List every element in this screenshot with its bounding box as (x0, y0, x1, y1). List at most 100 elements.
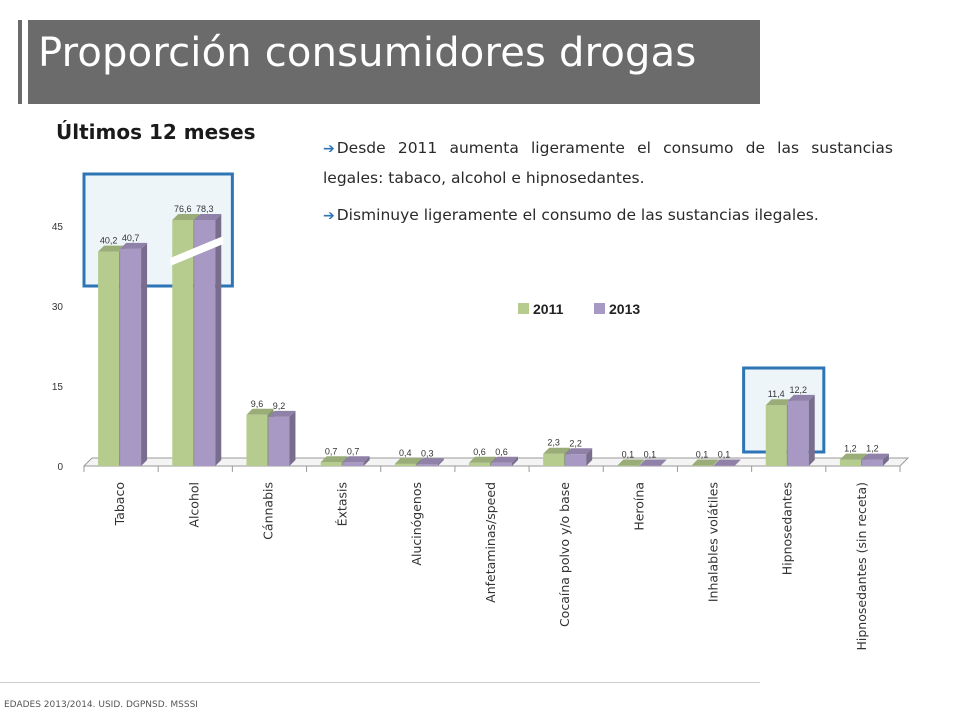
slide-title: Proporción consumidores drogas (38, 30, 697, 76)
legend-label: 2013 (609, 301, 640, 317)
data-label-2011: 0,1 (622, 449, 635, 459)
bar-2011 (543, 453, 565, 466)
data-label-2013: 0,1 (718, 449, 731, 459)
category-label: Alucinógenos (409, 482, 424, 566)
data-label-2011: 76,6 (174, 204, 192, 214)
arrow-right-icon: ➔ (323, 208, 335, 224)
data-label-2011: 0,4 (399, 448, 412, 458)
bar-side-2011 (638, 459, 645, 466)
bar-side-2013 (437, 458, 444, 466)
bar-side-2013 (215, 214, 222, 466)
bar-2013 (491, 462, 512, 466)
bar-top-2011 (172, 214, 200, 220)
bar-top-2011 (394, 457, 422, 464)
arrow-right-icon: ➔ (323, 141, 335, 157)
y-tick-label: 30 (52, 302, 64, 313)
bar-2011 (246, 414, 268, 466)
footer-divider (0, 682, 760, 683)
bar-2013 (565, 454, 587, 466)
data-label-2013: 9,2 (273, 401, 286, 411)
bar-side-2013 (363, 456, 370, 466)
bar-side-2013 (808, 394, 815, 466)
bar-2011 (617, 465, 639, 466)
axis-break-mark (170, 236, 224, 266)
bullet-item: ➔ Desde 2011 aumenta ligeramente el consu… (323, 134, 893, 193)
y-tick-label: 0 (57, 462, 63, 473)
bar-2013 (713, 465, 735, 466)
bar-top-2013 (565, 448, 593, 455)
bar-2013 (268, 416, 290, 466)
bar-2013 (342, 462, 364, 466)
bar-top-2013 (342, 456, 370, 463)
bar-top-2013 (787, 394, 815, 401)
bar-side-2013 (141, 242, 148, 466)
bar-2011 (394, 463, 416, 466)
bar-top-2013 (861, 453, 889, 460)
data-label-2013: 40,7 (122, 233, 140, 243)
bar-top-2011 (543, 447, 571, 454)
bar-top-2013 (194, 214, 222, 220)
data-label-2013: 1,2 (866, 444, 879, 454)
category-label: Éxtasis (335, 482, 350, 526)
bullet-list: ➔ Desde 2011 aumenta ligeramente el consu… (323, 134, 893, 239)
legend-label: 2011 (533, 301, 564, 317)
data-label-2011: 0,1 (696, 449, 709, 459)
category-label: Anfetaminas/speed (483, 482, 498, 603)
legend-swatch (518, 303, 529, 314)
bullet-item: ➔ Disminuye ligeramente el consumo de las… (323, 201, 893, 231)
bar-2011 (172, 220, 194, 466)
title-banner (28, 20, 760, 104)
category-label: Hipnosedantes (sin receta) (854, 482, 869, 651)
category-label: Hipnosedantes (780, 482, 795, 575)
bullet-text: Desde 2011 aumenta ligeramente el consum… (323, 139, 893, 187)
bar-side-2013 (586, 448, 593, 466)
slide-subtitle: Últimos 12 meses (56, 120, 256, 144)
bar-side-2013 (512, 456, 518, 466)
data-label-2011: 0,7 (325, 446, 338, 456)
bar-side-2013 (660, 459, 667, 466)
legend-swatch (594, 303, 605, 314)
bar-2011 (469, 462, 490, 466)
bar-2011 (765, 405, 787, 466)
bar-top-2011 (691, 459, 719, 466)
bar-2013 (194, 220, 216, 466)
category-label: Inhalables volátiles (706, 482, 721, 602)
data-label-2013: 2,2 (569, 438, 582, 448)
bar-2011 (839, 459, 861, 466)
bar-top-2011 (617, 459, 645, 466)
bar-2013 (416, 464, 438, 466)
data-label-2011: 40,2 (100, 236, 118, 246)
bar-top-2013 (491, 456, 518, 463)
bar-2011 (320, 462, 342, 466)
bar-side-2013 (882, 453, 889, 466)
data-label-2011: 1,2 (844, 444, 857, 454)
title-accent-bar (18, 20, 22, 104)
y-tick-label: 45 (52, 222, 64, 233)
bar-top-2011 (765, 399, 793, 406)
category-label: Alcohol (186, 482, 201, 528)
bar-top-2013 (639, 459, 667, 466)
bar-top-2011 (320, 456, 348, 463)
bar-2013 (639, 465, 661, 466)
bar-2013 (120, 248, 142, 466)
category-label: Cocaína polvo y/o base (557, 482, 572, 627)
category-label: Cánnabis (260, 482, 275, 540)
data-label-2013: 0,7 (347, 446, 360, 456)
data-label-2013: 0,3 (421, 448, 434, 458)
bar-top-2013 (416, 458, 444, 465)
data-label-2011: 0,6 (473, 447, 486, 457)
data-label-2011: 9,6 (251, 399, 264, 409)
bar-side-2013 (734, 459, 741, 466)
data-label-2013: 0,1 (644, 449, 657, 459)
data-label-2011: 2,3 (547, 438, 560, 448)
category-label: Tabaco (112, 482, 127, 526)
source-footer: EDADES 2013/2014. USID. DGPNSD. MSSSI (4, 700, 198, 710)
bar-top-2013 (120, 242, 148, 249)
data-label-2011: 11,4 (768, 389, 785, 399)
bar-2013 (861, 459, 883, 466)
category-label: Heroína (631, 482, 646, 531)
bar-side-2011 (712, 459, 719, 466)
bar-top-2013 (713, 459, 741, 466)
y-tick-label: 15 (52, 382, 64, 393)
